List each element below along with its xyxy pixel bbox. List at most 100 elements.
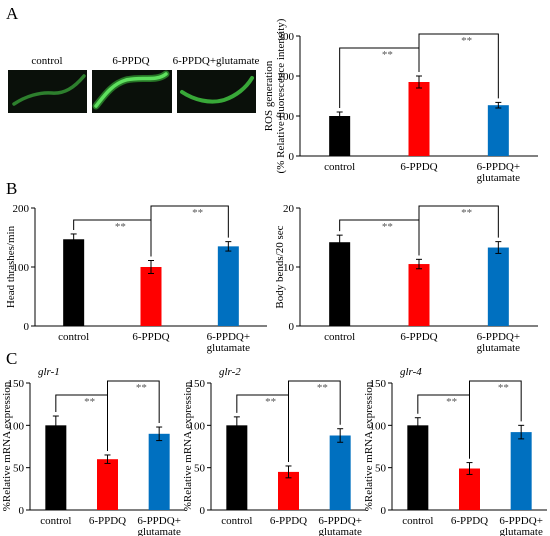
category-label: 6-PPDQ <box>132 331 169 343</box>
category-label: control <box>40 515 71 527</box>
category-label: control <box>221 515 252 527</box>
bar <box>510 432 532 510</box>
category-label: control <box>324 161 355 173</box>
significance-bracket <box>73 219 152 257</box>
bar <box>226 425 248 510</box>
chart-glr-4: 0 50 100 150%Relative mRNA expression glr-4 c… <box>363 366 547 536</box>
significance-bracket <box>339 219 420 256</box>
y-tick-label: 50 <box>13 463 25 475</box>
y-tick-label: 50 <box>194 463 206 475</box>
bar <box>329 116 351 156</box>
y-tick-label: 100 <box>8 420 25 432</box>
significance-label: ** <box>136 382 147 394</box>
y-tick-label: 0 <box>289 151 295 163</box>
y-tick-label: 150 <box>189 378 206 390</box>
y-tick-label: 200 <box>278 71 295 83</box>
chart-ros-generation: 0 100 200 300 ROS generation (% Relative fluo… <box>263 18 538 184</box>
significance-label: ** <box>382 221 393 233</box>
category-label: glutamate <box>207 342 250 354</box>
category-label: glutamate <box>477 172 520 184</box>
y-tick-label: 0 <box>381 505 387 517</box>
y-axis-title: %Relative mRNA expression <box>182 381 194 511</box>
bar <box>63 239 85 326</box>
category-label: 6-PPDQ+ <box>318 515 362 527</box>
bar <box>408 264 430 326</box>
y-axis-title: Head thrashes/min <box>5 225 17 308</box>
bar <box>407 425 429 510</box>
category-label: 6-PPDQ <box>89 515 126 527</box>
y-tick-label: 100 <box>370 420 387 432</box>
y-tick-label: 0 <box>19 505 25 517</box>
worm-image-control <box>8 70 87 113</box>
y-tick-label: 150 <box>370 378 387 390</box>
y-tick-label: 300 <box>278 31 295 43</box>
significance-label: ** <box>115 221 126 233</box>
significance-bracket <box>107 380 160 451</box>
worm-image-6ppdq <box>92 70 172 113</box>
y-tick-label: 200 <box>13 203 30 215</box>
category-label: control <box>402 515 433 527</box>
category-label: 6-PPDQ <box>451 515 488 527</box>
image-label-6ppdq-glutamate: 6-PPDQ+glutamate <box>173 55 260 67</box>
bar <box>329 435 351 510</box>
chart-title: glr-2 <box>219 366 241 378</box>
category-label: control <box>324 331 355 343</box>
significance-label: ** <box>382 49 393 61</box>
y-tick-label: 150 <box>8 378 25 390</box>
category-label: 6-PPDQ <box>400 161 437 173</box>
bar <box>487 247 509 326</box>
category-label: glutamate <box>137 526 180 536</box>
significance-label: ** <box>317 382 328 394</box>
y-tick-label: 0 <box>24 321 30 333</box>
significance-bracket <box>418 33 499 99</box>
bar <box>97 459 118 510</box>
category-label: 6-PPDQ+ <box>207 331 251 343</box>
chart-title: glr-1 <box>38 366 60 378</box>
bar <box>217 246 239 326</box>
significance-label: ** <box>84 396 95 408</box>
y-tick-label: 100 <box>278 111 295 123</box>
category-label: 6-PPDQ+ <box>477 161 521 173</box>
y-tick-label: 50 <box>375 463 387 475</box>
y-axis-title: ROS generation <box>263 60 275 131</box>
significance-label: ** <box>461 207 472 219</box>
significance-bracket <box>469 380 522 459</box>
category-label: 6-PPDQ+ <box>137 515 181 527</box>
y-tick-label: 100 <box>13 262 30 274</box>
significance-label: ** <box>265 396 276 408</box>
bar <box>45 425 67 510</box>
significance-label: ** <box>498 382 509 394</box>
significance-label: ** <box>192 207 203 219</box>
panel-letter-b: B <box>6 179 17 198</box>
bar <box>487 105 509 156</box>
panel-letter-a: A <box>6 4 19 23</box>
bar <box>408 82 430 156</box>
chart-head-thrashes: 0 100 200 Head thrashes/min control 6-PPDQ 6-P… <box>5 203 267 354</box>
category-label: glutamate <box>477 342 520 354</box>
image-label-control: control <box>31 55 62 67</box>
y-axis-title: (% Relative fluorescence intensity) <box>275 18 287 173</box>
y-tick-label: 0 <box>289 321 295 333</box>
worm-image-6ppdq-glutamate <box>177 70 256 113</box>
category-label: glutamate <box>318 526 361 536</box>
significance-label: ** <box>446 396 457 408</box>
y-tick-label: 0 <box>200 505 206 517</box>
category-label: 6-PPDQ+ <box>477 331 521 343</box>
y-tick-label: 100 <box>189 420 206 432</box>
bar <box>148 433 170 510</box>
category-label: glutamate <box>499 526 542 536</box>
worm-images: control 6-PPDQ 6-PPDQ+glutamate <box>8 55 260 113</box>
y-axis-title: %Relative mRNA expression <box>1 381 13 511</box>
y-axis-title: %Relative mRNA expression <box>363 381 375 511</box>
chart-glr-2: 0 50 100 150%Relative mRNA expression glr-2 c… <box>182 366 366 536</box>
significance-bracket <box>339 47 420 108</box>
significance-bracket <box>288 380 341 462</box>
significance-bracket <box>418 205 499 256</box>
significance-label: ** <box>461 35 472 47</box>
category-label: 6-PPDQ <box>270 515 307 527</box>
image-label-6ppdq: 6-PPDQ <box>112 55 149 67</box>
bar <box>140 267 162 326</box>
chart-title: glr-4 <box>400 366 422 378</box>
bar <box>329 242 351 326</box>
category-label: 6-PPDQ <box>400 331 437 343</box>
